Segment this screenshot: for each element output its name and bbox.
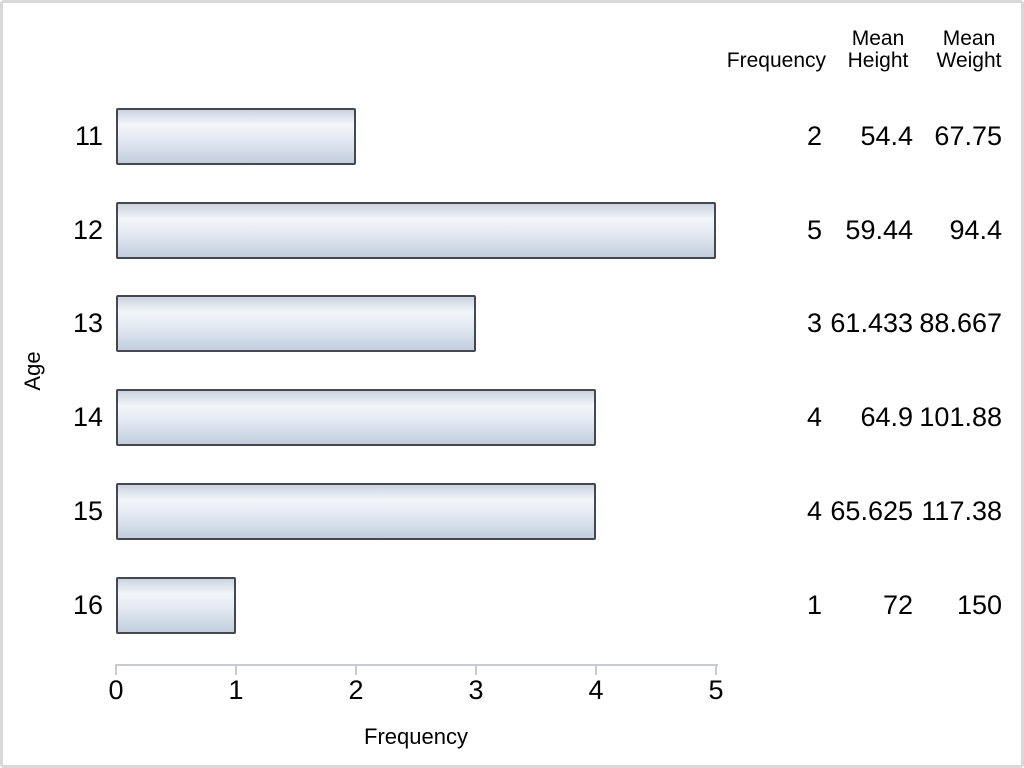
stat-mean-height-age-14: 64.9 [860,402,913,432]
bar-age-12 [116,202,716,259]
x-tick-label-2: 2 [348,675,364,705]
x-tick-label-4: 4 [588,675,604,705]
x-tick-label-0: 0 [108,675,124,705]
x-axis-line [115,664,718,666]
stat-mean-weight-age-14: 101.88 [919,402,1002,432]
stat-frequency-age-11: 2 [806,121,822,151]
bar-age-15 [116,483,596,540]
stat-mean-height-age-12: 59.44 [845,215,913,245]
x-tick-4 [595,664,597,675]
stat-mean-weight-age-16: 150 [956,590,1002,620]
stats-header-frequency: Frequency [726,49,826,72]
stat-mean-weight-age-11: 67.75 [934,121,1002,151]
stats-header-mean-height-line1: Mean [851,27,905,50]
x-tick-label-1: 1 [228,675,244,705]
x-axis-title: Frequency [364,724,468,749]
stat-frequency-age-16: 1 [806,590,822,620]
y-tick-label-age-16: 16 [72,590,103,620]
stat-mean-height-age-13: 61.433 [830,308,913,338]
stats-header-mean-weight: Mean Weight [909,28,1024,71]
bar-age-13 [116,295,476,352]
y-axis-title: Age [20,351,45,391]
stat-mean-height-age-11: 54.4 [860,121,913,151]
y-tick-label-age-14: 14 [72,402,103,432]
stat-frequency-age-14: 4 [806,402,822,432]
stat-mean-weight-age-13: 88.667 [919,308,1002,338]
y-tick-label-age-15: 15 [72,496,103,526]
stats-header-mean-height: Mean Height [818,28,938,71]
x-tick-3 [475,664,477,675]
stat-frequency-age-13: 3 [806,308,822,338]
stats-header-mean-weight-line2: Weight [936,48,1002,72]
y-tick-label-age-13: 13 [72,308,103,338]
bar-age-11 [116,108,356,165]
stat-mean-weight-age-12: 94.4 [949,215,1002,245]
y-tick-label-age-11: 11 [74,121,103,151]
stats-header-mean-weight-line1: Mean [942,27,996,50]
bar-age-14 [116,389,596,446]
x-tick-1 [235,664,237,675]
x-tick-label-3: 3 [468,675,484,705]
x-tick-label-5: 5 [708,675,724,705]
stat-mean-height-age-15: 65.625 [830,496,913,526]
x-tick-0 [115,664,117,675]
x-tick-5 [715,664,717,675]
stat-mean-weight-age-15: 117.38 [921,496,1002,526]
bar-age-16 [116,577,236,634]
stat-frequency-age-15: 4 [806,496,822,526]
stat-frequency-age-12: 5 [806,215,822,245]
y-tick-label-age-12: 12 [72,215,103,245]
stats-header-mean-height-line2: Height [847,48,909,72]
x-tick-2 [355,664,357,675]
stat-mean-height-age-16: 72 [882,590,913,620]
